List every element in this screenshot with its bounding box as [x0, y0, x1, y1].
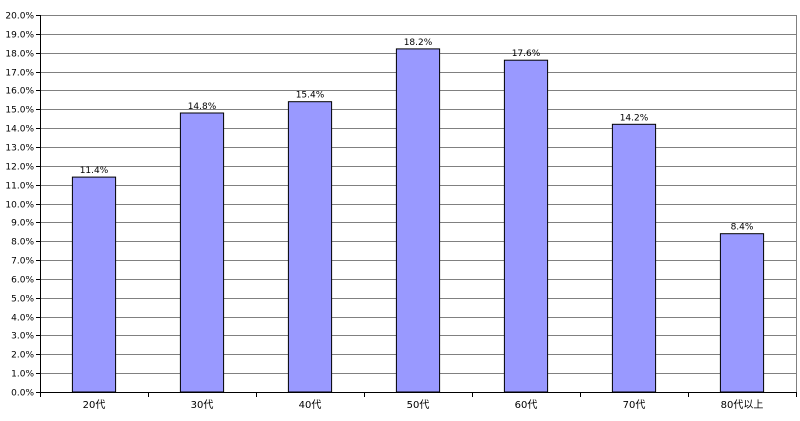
data-label: 14.2% — [620, 113, 649, 123]
y-tick-label: 1.0% — [11, 370, 34, 380]
x-axis-ticks — [40, 392, 797, 397]
y-tick-label: 12.0% — [5, 163, 34, 173]
y-axis-ticks: 0.0% 1.0% 2.0% 3.0% 4.0% 5.0% 6.0% 7.0% 8.0% 9.0%… — [5, 12, 40, 399]
y-tick-label: 15.0% — [5, 106, 34, 116]
y-tick-label: 11.0% — [5, 182, 34, 192]
x-tick-label: 50代 — [407, 399, 430, 411]
y-tick-label: 0.0% — [11, 389, 34, 399]
bars — [71, 48, 765, 393]
y-tick-label: 14.0% — [5, 125, 34, 135]
data-labels: 11.4% 14.8% 15.4% 18.2% 17.6% 14.2% 8.4% — [80, 38, 754, 233]
data-label: 11.4% — [80, 166, 109, 176]
axes — [40, 15, 797, 393]
x-tick-label: 40代 — [299, 399, 322, 411]
y-tick-label: 8.0% — [11, 238, 34, 248]
y-tick-label: 20.0% — [5, 12, 34, 22]
bar — [287, 101, 333, 393]
x-axis-labels: 20代 30代 40代 50代 60代 70代 80代以上 — [83, 399, 764, 411]
y-tick-label: 9.0% — [11, 219, 34, 229]
y-tick-label: 18.0% — [5, 50, 34, 60]
y-tick-label: 3.0% — [11, 332, 34, 342]
bar — [395, 48, 441, 393]
data-label: 8.4% — [731, 223, 754, 233]
bar — [503, 59, 549, 393]
bar — [71, 176, 117, 393]
y-tick-label: 7.0% — [11, 257, 34, 267]
x-tick-label: 70代 — [623, 399, 646, 411]
y-tick-label: 5.0% — [11, 295, 34, 305]
y-tick-label: 6.0% — [11, 276, 34, 286]
y-tick-label: 13.0% — [5, 144, 34, 154]
y-tick-label: 10.0% — [5, 201, 34, 211]
data-label: 14.8% — [188, 102, 217, 112]
bar — [179, 112, 225, 393]
y-tick-label: 19.0% — [5, 31, 34, 41]
y-tick-label: 17.0% — [5, 69, 34, 79]
bar — [611, 123, 657, 393]
x-tick-label: 20代 — [83, 399, 106, 411]
y-tick-label: 16.0% — [5, 87, 34, 97]
y-tick-label: 2.0% — [11, 351, 34, 361]
y-tick-label: 4.0% — [11, 314, 34, 324]
data-label: 15.4% — [296, 91, 325, 101]
x-tick-label: 30代 — [191, 399, 214, 411]
bar — [719, 233, 765, 393]
x-tick-label: 60代 — [515, 399, 538, 411]
data-label: 17.6% — [512, 49, 541, 59]
data-label: 18.2% — [404, 38, 433, 48]
x-tick-label: 80代以上 — [721, 399, 764, 411]
